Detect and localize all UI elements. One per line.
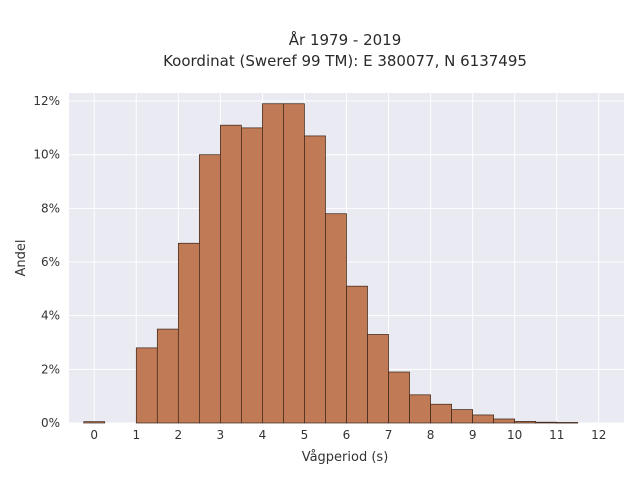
histogram-bar	[514, 421, 537, 424]
y-tick-labels: 0% 2% 4% 6% 8% 10% 12%	[33, 94, 60, 430]
y-tick-label: 8%	[41, 201, 60, 215]
histogram-bar	[177, 242, 200, 424]
histogram-bar	[493, 418, 516, 424]
histogram-bar	[304, 135, 326, 424]
chart-title: År 1979 - 2019 Koordinat (Sweref 99 TM):…	[163, 30, 527, 70]
histogram-bar	[346, 285, 368, 424]
x-tick-label: 6	[343, 428, 351, 442]
histogram-bar	[556, 422, 579, 424]
y-tick-label: 2%	[41, 362, 60, 376]
histogram-bar	[220, 124, 242, 424]
histogram-bar	[283, 103, 305, 424]
x-tick-labels: 0 1 2 3 4 5 6 7 8 9 10 11 12	[90, 428, 606, 442]
x-tick-label: 11	[549, 428, 564, 442]
x-tick-label: 2	[174, 428, 182, 442]
y-tick-label: 6%	[41, 255, 60, 269]
histogram-bar	[367, 334, 389, 424]
histogram-bar	[156, 328, 179, 424]
x-tick-label: 7	[385, 428, 393, 442]
histogram-bar	[430, 403, 452, 424]
x-tick-label: 10	[507, 428, 522, 442]
x-tick-label: 8	[427, 428, 435, 442]
histogram-bar	[535, 421, 558, 424]
x-tick-label: 5	[301, 428, 309, 442]
histogram-bar	[198, 154, 221, 424]
histogram-bar	[451, 409, 473, 424]
histogram-bar	[83, 421, 106, 424]
histogram-bar	[472, 414, 495, 424]
histogram-bar	[241, 127, 263, 424]
histogram-bar	[409, 394, 431, 424]
x-tick-label: 1	[132, 428, 140, 442]
y-tick-label: 0%	[41, 416, 60, 430]
histogram-bars	[83, 103, 579, 424]
histogram-bar	[388, 371, 410, 424]
x-tick-label: 4	[259, 428, 267, 442]
title-line-2: Koordinat (Sweref 99 TM): E 380077, N 61…	[163, 52, 527, 70]
x-axis-label: Vågperiod (s)	[302, 450, 389, 465]
histogram-bar	[135, 347, 158, 424]
y-tick-label: 12%	[33, 94, 60, 108]
histogram-bar	[262, 103, 284, 424]
y-tick-label: 4%	[41, 309, 60, 323]
x-tick-label: 12	[591, 428, 606, 442]
x-tick-label: 9	[469, 428, 477, 442]
y-tick-label: 10%	[33, 148, 60, 162]
y-axis-label: Andel	[14, 240, 29, 277]
title-line-1: År 1979 - 2019	[289, 30, 402, 49]
x-tick-label: 3	[217, 428, 225, 442]
x-tick-label: 0	[90, 428, 98, 442]
histogram-bar	[325, 213, 347, 424]
